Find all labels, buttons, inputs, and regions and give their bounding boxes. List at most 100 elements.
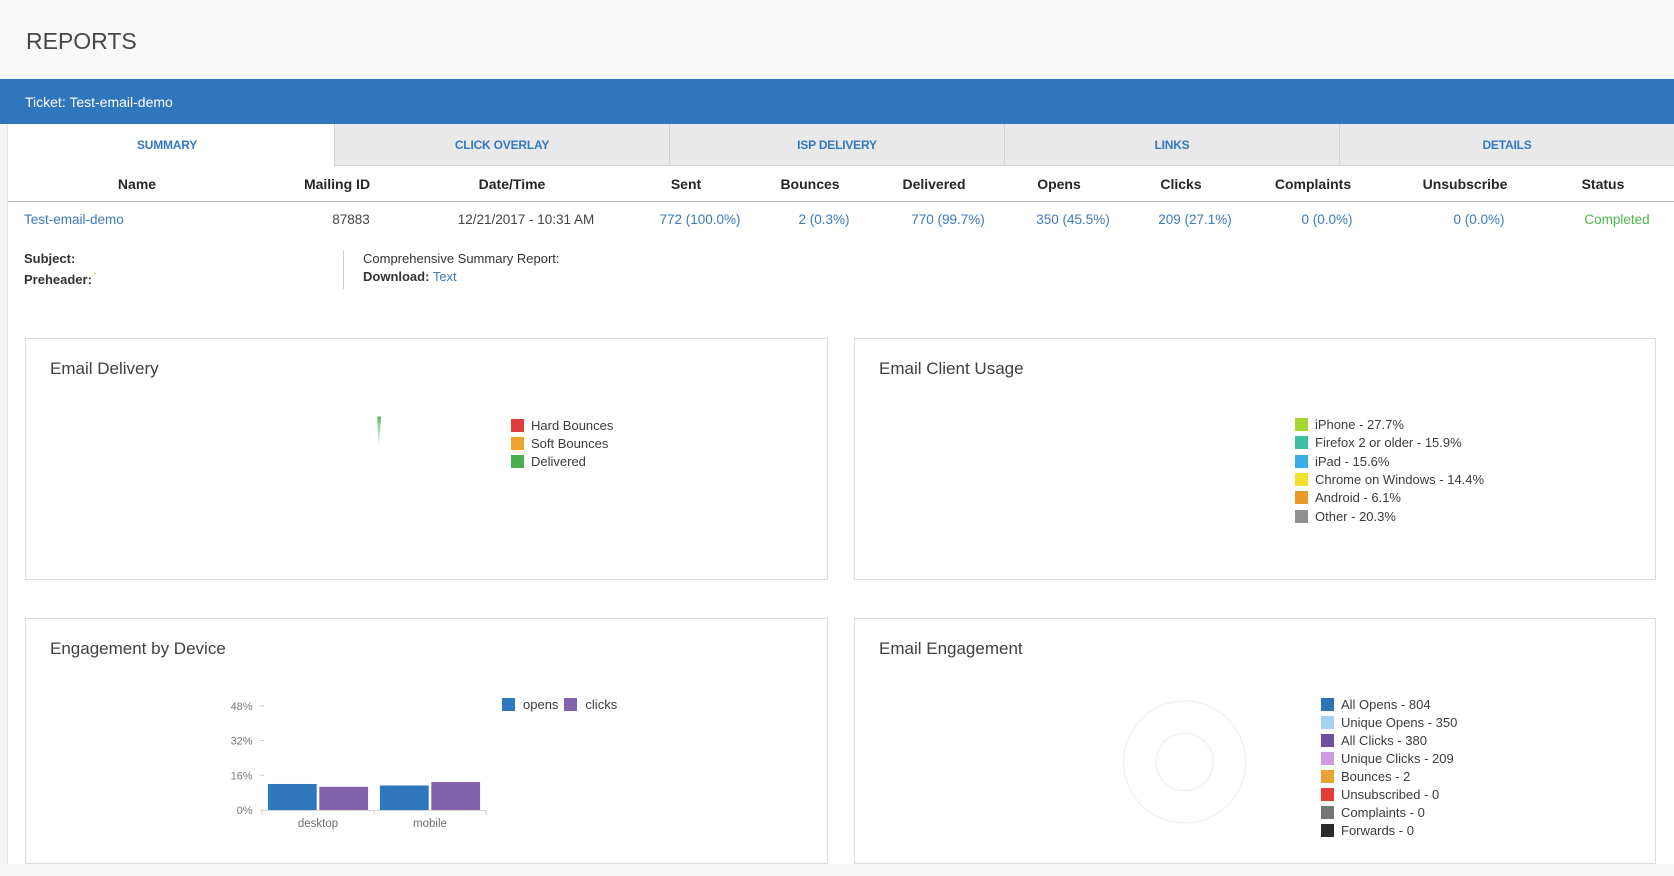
bottom-band [0, 864, 1674, 876]
bar-desktop-opens [267, 783, 317, 810]
tab-links-label: LINKS [1154, 137, 1190, 152]
legend-item: Firefox 2 or older - 15.9% [1295, 434, 1484, 452]
legend-item: Complaints - 0 [1321, 804, 1457, 822]
legend-swatch [511, 418, 524, 432]
mailing-meta: Subject: Preheader: ' Comprehensive Summa… [7, 250, 560, 289]
legend-label: Soft Bounces [531, 435, 609, 451]
tab-details-label: DETAILS [1482, 137, 1532, 152]
legend-item: Soft Bounces [511, 434, 613, 452]
legend-label: All Opens - 804 [1341, 696, 1431, 712]
legend-item: Forwards - 0 [1321, 822, 1457, 840]
ticket-bar: Ticket: Test-email-demo [0, 79, 1674, 124]
legend-item: clicks [564, 697, 617, 712]
legend-swatch [1295, 509, 1308, 523]
tab-summary[interactable]: SUMMARY [0, 124, 334, 166]
left-scrollbar-gutter[interactable] [0, 124, 8, 864]
email-engagement-panel: Email Engagement All Opens - 804 Unique O… [854, 618, 1656, 864]
email-client-usage-title: Email Client Usage [879, 359, 1024, 378]
tab-details[interactable]: DETAILS [1339, 124, 1674, 166]
date-time-cell: 12/21/2017 - 10:31 AM [457, 212, 595, 227]
donut-outer-ring [1123, 700, 1247, 824]
delivered-link[interactable]: 770 (99.7%) [911, 212, 985, 227]
opens-header: Opens [1037, 175, 1081, 192]
legend-swatch [511, 454, 524, 468]
email-client-usage-legend: iPhone - 27.7% Firefox 2 or older - 15.9%… [1295, 416, 1484, 526]
tab-bar: SUMMARY CLICK OVERLAY ISP DELIVERY LINKS… [0, 124, 1674, 166]
legend-label: Unsubscribed - 0 [1341, 787, 1440, 803]
legend-swatch [1321, 788, 1334, 802]
donut-inner-ring [1155, 732, 1214, 792]
legend-label: Other - 20.3% [1315, 508, 1396, 524]
engagement-by-device-legend: opens clicks [502, 696, 623, 712]
engagement-by-device-panel: Engagement by Device 0% 16% 32% 48% desktop m… [25, 618, 828, 864]
email-client-usage-panel: Email Client Usage iPhone - 27.7% Firefox… [854, 338, 1656, 580]
bounces-link[interactable]: 2 (0.3%) [798, 212, 850, 227]
mailing-id-header: Mailing ID [303, 175, 371, 192]
legend-item: opens [502, 696, 559, 712]
email-engagement-legend: All Opens - 804 Unique Opens - 350 All Cli… [1321, 695, 1457, 840]
bar-mobile-clicks [431, 782, 481, 810]
tab-click-overlay-label: CLICK OVERLAY [454, 137, 550, 152]
download-text-link[interactable]: Text [432, 269, 457, 284]
legend-swatch [1295, 454, 1308, 468]
mailing-id-cell: 87883 [332, 212, 370, 227]
delivered-pie-slice [377, 416, 382, 450]
legend-label: Unique Clicks - 209 [1341, 750, 1454, 766]
legend-label: Forwards - 0 [1341, 823, 1414, 839]
legend-item: Unique Opens - 350 [1321, 713, 1457, 731]
legend-item: iPhone - 27.7% [1295, 416, 1484, 434]
complaints-link[interactable]: 0 (0.0%) [1301, 212, 1353, 227]
y-axis-tick-label: 16% [231, 770, 253, 782]
legend-swatch [1295, 418, 1308, 432]
legend-label: iPad - 15.6% [1315, 453, 1390, 469]
legend-swatch [1321, 806, 1334, 820]
legend-label: Hard Bounces [531, 417, 614, 433]
email-delivery-pie [377, 416, 382, 450]
legend-item: Hard Bounces [511, 416, 613, 434]
legend-swatch [511, 436, 524, 450]
subject-label: Subject: [24, 251, 76, 266]
email-delivery-panel: Email Delivery Hard Bounces Soft Bounces D… [25, 338, 828, 580]
unsubscribe-header: Unsubscribe [1422, 175, 1508, 192]
legend-item: All Clicks - 380 [1321, 731, 1457, 749]
sent-link[interactable]: 772 (100.0%) [659, 212, 741, 227]
legend-swatch [1321, 697, 1334, 711]
email-engagement-donut [1123, 700, 1247, 824]
legend-label: Chrome on Windows - 14.4% [1315, 472, 1485, 488]
delivered-header: Delivered [902, 175, 966, 192]
legend-label: opens [523, 696, 559, 712]
tab-links[interactable]: LINKS [1004, 124, 1339, 166]
status-header: Status [1581, 175, 1625, 192]
tab-summary-label: SUMMARY [136, 138, 198, 152]
opens-link[interactable]: 350 (45.5%) [1036, 212, 1110, 227]
legend-label: Bounces - 2 [1341, 768, 1411, 784]
download-label: Download: [363, 269, 430, 284]
mailing-name-link[interactable]: Test-email-demo [24, 212, 124, 227]
legend-item: Bounces - 2 [1321, 767, 1457, 785]
table-row: Test-email-demo 87883 12/21/2017 - 10:31… [7, 202, 1674, 237]
legend-swatch [1321, 751, 1334, 765]
tab-click-overlay[interactable]: CLICK OVERLAY [334, 124, 669, 166]
legend-label: Delivered [531, 453, 586, 469]
email-delivery-legend: Hard Bounces Soft Bounces Delivered [511, 416, 613, 470]
legend-label: Firefox 2 or older - 15.9% [1315, 435, 1462, 451]
ticket-label: Ticket: Test-email-demo [25, 94, 173, 110]
date-time-header: Date/Time [478, 175, 546, 192]
legend-label: Android - 6.1% [1315, 490, 1401, 506]
page-header: REPORTS [0, 0, 1674, 79]
legend-swatch [1321, 769, 1334, 783]
legend-item: Android - 6.1% [1295, 489, 1484, 507]
legend-label: Complaints - 0 [1341, 805, 1425, 821]
legend-swatch [1295, 436, 1308, 450]
legend-label: Unique Opens - 350 [1341, 714, 1458, 730]
legend-item: Unique Clicks - 209 [1321, 749, 1457, 767]
clicks-link[interactable]: 209 (27.1%) [1158, 212, 1232, 227]
legend-item: All Opens - 804 [1321, 695, 1457, 713]
tab-isp-delivery-label: ISP DELIVERY [797, 137, 877, 152]
email-delivery-title: Email Delivery [50, 359, 159, 378]
unsubscribe-link[interactable]: 0 (0.0%) [1453, 212, 1505, 227]
bar-mobile-opens [379, 785, 429, 810]
tab-isp-delivery[interactable]: ISP DELIVERY [669, 124, 1004, 166]
status-badge: Completed [1584, 212, 1650, 227]
engagement-by-device-chart: 0% 16% 32% 48% desktop mobile [231, 701, 487, 830]
